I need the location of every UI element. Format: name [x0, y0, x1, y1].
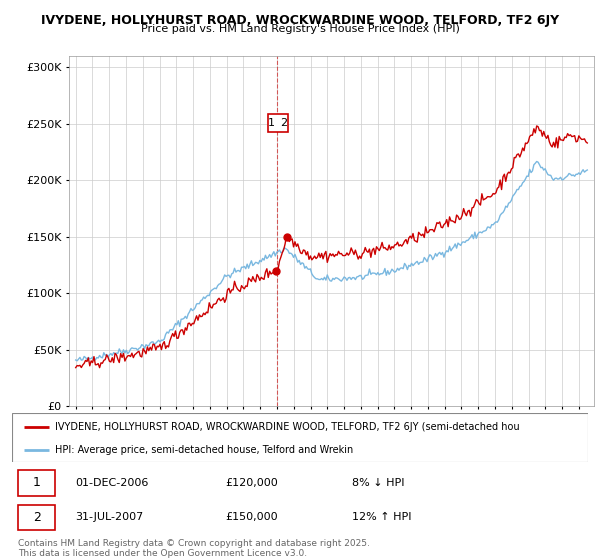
Text: 2: 2	[280, 118, 287, 128]
Text: HPI: Average price, semi-detached house, Telford and Wrekin: HPI: Average price, semi-detached house,…	[55, 445, 353, 455]
Text: Contains HM Land Registry data © Crown copyright and database right 2025.
This d: Contains HM Land Registry data © Crown c…	[18, 539, 370, 558]
Bar	[18, 505, 55, 530]
Bar	[268, 114, 288, 132]
Text: 8% ↓ HPI: 8% ↓ HPI	[352, 478, 404, 488]
Text: Price paid vs. HM Land Registry's House Price Index (HPI): Price paid vs. HM Land Registry's House …	[140, 24, 460, 34]
Text: 1: 1	[33, 477, 41, 489]
Text: 01-DEC-2006: 01-DEC-2006	[76, 478, 149, 488]
Text: £150,000: £150,000	[225, 512, 278, 522]
Text: IVYDENE, HOLLYHURST ROAD, WROCKWARDINE WOOD, TELFORD, TF2 6JY (semi-detached hou: IVYDENE, HOLLYHURST ROAD, WROCKWARDINE W…	[55, 422, 520, 432]
Text: £120,000: £120,000	[225, 478, 278, 488]
Text: IVYDENE, HOLLYHURST ROAD, WROCKWARDINE WOOD, TELFORD, TF2 6JY: IVYDENE, HOLLYHURST ROAD, WROCKWARDINE W…	[41, 14, 559, 27]
Text: 31-JUL-2007: 31-JUL-2007	[76, 512, 143, 522]
Text: 1: 1	[268, 118, 275, 128]
Text: 2: 2	[33, 511, 41, 524]
Bar	[18, 470, 55, 496]
Text: 12% ↑ HPI: 12% ↑ HPI	[352, 512, 412, 522]
